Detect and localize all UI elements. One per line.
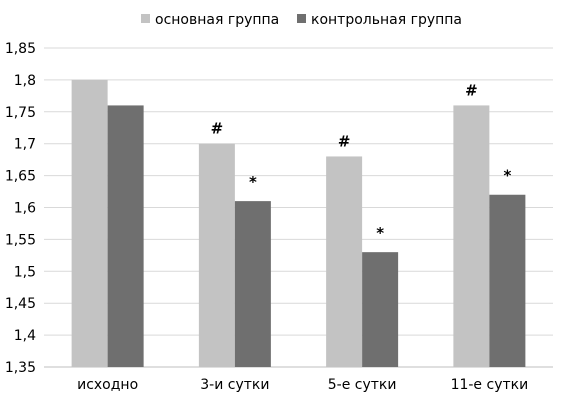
bar-main-group (198, 143, 235, 367)
legend: основная группа контрольная группа (141, 12, 462, 28)
bar-control-group (362, 252, 399, 367)
y-tick-label: 1,55 (5, 232, 36, 248)
legend-swatch (141, 14, 150, 23)
legend-swatch (297, 14, 306, 23)
bar-control-group (107, 105, 144, 368)
y-tick-label: 1,65 (5, 169, 36, 185)
bars (71, 79, 526, 368)
bar-control-group (489, 194, 526, 367)
bar-main-group (326, 156, 363, 367)
y-axis: 1,35 1,4 1,45 1,5 1,55 1,6 1,65 1,7 1,75 1,8 1,85 (5, 41, 36, 376)
annotations: # * # * # * (211, 81, 512, 242)
y-tick-label: 1,85 (5, 41, 36, 57)
significance-star-label: * (249, 173, 257, 191)
y-tick-label: 1,6 (14, 201, 36, 217)
y-tick-label: 1,7 (14, 137, 36, 153)
significance-hash-label: # (338, 132, 351, 150)
legend-label: основная группа (155, 12, 279, 28)
y-tick-label: 1,4 (14, 328, 36, 344)
significance-star-label: * (376, 224, 384, 242)
y-tick-label: 1,8 (14, 73, 36, 89)
x-tick-label: 5-е сутки (328, 377, 397, 393)
x-tick-label: 11-е сутки (451, 377, 529, 393)
x-tick-label: 3-и сутки (200, 377, 269, 393)
y-tick-label: 1,45 (5, 296, 36, 312)
y-tick-label: 1,35 (5, 360, 36, 376)
x-tick-label: исходно (77, 377, 138, 393)
significance-star-label: * (503, 167, 511, 185)
y-tick-label: 1,75 (5, 105, 36, 121)
significance-hash-label: # (211, 120, 224, 138)
bar-control-group (234, 201, 271, 367)
significance-hash-label: # (465, 81, 478, 99)
bar-main-group (71, 79, 108, 368)
legend-label: контрольная группа (311, 12, 462, 28)
bar-main-group (453, 105, 490, 368)
x-axis: исходно 3-и сутки 5-е сутки 11-е сутки (77, 377, 528, 393)
y-tick-label: 1,5 (14, 264, 36, 280)
